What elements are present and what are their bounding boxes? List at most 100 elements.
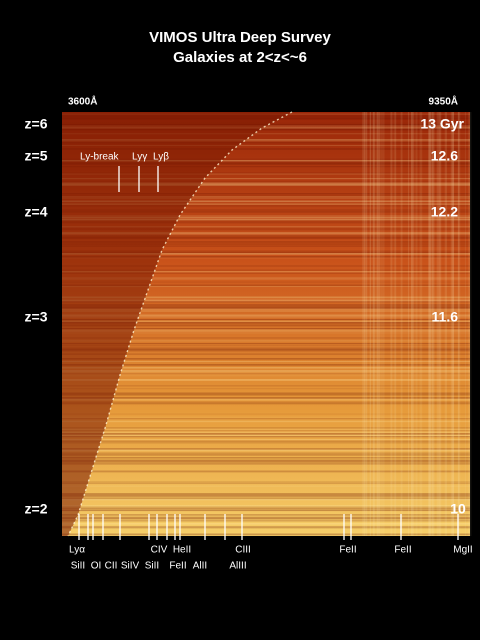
streak [62,161,470,164]
sky-band [364,112,368,536]
sky-band [377,112,381,536]
sky-band [444,112,448,536]
streak [62,166,470,168]
sky-band [419,112,423,536]
sky-band [407,112,410,536]
streak [62,392,470,394]
streak [62,518,470,521]
streak [62,178,470,180]
streak [62,196,470,198]
sky-band [372,112,375,536]
age-label: 11.6 [432,309,459,325]
streak [62,197,470,199]
streak [62,251,470,254]
line-label: Ly-break [80,152,120,163]
streak [62,184,470,186]
lyman-alpha-ridge [67,111,293,537]
streak [62,361,470,363]
redshift-label: z=6 [25,116,48,132]
sky-band [464,112,467,536]
streak [62,398,470,401]
sky-band [428,112,431,536]
streak [62,296,470,299]
streak [62,193,470,195]
streak [62,508,470,510]
streak [62,139,470,141]
sky-band [436,112,439,536]
streak [62,506,470,508]
streak [62,148,470,150]
streak [62,299,470,302]
streak [62,325,470,327]
streak [62,332,470,334]
streak [62,526,470,528]
streak [62,182,470,185]
streak [62,497,470,500]
streak [62,509,470,512]
streak [62,194,470,197]
streak [62,236,470,239]
streak [62,218,470,221]
streak [62,250,470,252]
sky-band [362,112,366,536]
streak [62,301,470,303]
wavelength-label: 9350Å [429,95,458,108]
streak [62,232,470,234]
streak [62,485,470,487]
streak [62,305,470,308]
age-label: 12.6 [431,148,458,164]
streak [62,454,470,456]
streak [62,281,470,283]
streak [62,418,470,420]
sky-band [431,112,434,536]
line-label: SiII [71,561,85,572]
streak [62,209,470,211]
streak [62,419,470,422]
streak [62,523,470,525]
streak [62,172,470,174]
streak [62,227,470,230]
streak [62,265,470,267]
streak [62,128,470,131]
sky-band [457,112,461,536]
streak [62,499,470,501]
streak [62,142,470,144]
sky-band [375,112,379,536]
streak [62,394,470,396]
line-label: Lyβ [153,152,169,163]
streak [62,434,470,437]
streak [62,272,470,274]
streak [62,205,470,207]
line-label: AlII [193,561,207,572]
streak [62,307,470,309]
streak [62,203,470,205]
sky-band [390,112,393,536]
streak [62,458,470,460]
streak [62,344,470,347]
streak [62,448,470,450]
line-label: SiIV [121,561,140,572]
streak [62,257,470,259]
streak [62,310,470,312]
sky-band [437,112,441,536]
streak [62,284,470,287]
streak [62,173,470,175]
streak [62,253,470,255]
streak [62,401,470,404]
streak [62,316,470,318]
streak [62,527,470,529]
sky-band [369,112,371,536]
line-label: FeII [339,545,356,556]
title-line2: Galaxies at 2<z<~6 [173,49,307,66]
line-label: CIII [235,545,251,556]
streak [62,308,470,310]
streak [62,229,470,231]
line-label: CII [105,561,118,572]
streak [62,217,470,219]
sky-band [452,112,454,536]
sky-band [412,112,415,536]
streak [62,533,470,536]
title-line1: VIMOS Ultra Deep Survey [149,29,331,46]
streak [62,125,470,127]
streak [62,481,470,483]
